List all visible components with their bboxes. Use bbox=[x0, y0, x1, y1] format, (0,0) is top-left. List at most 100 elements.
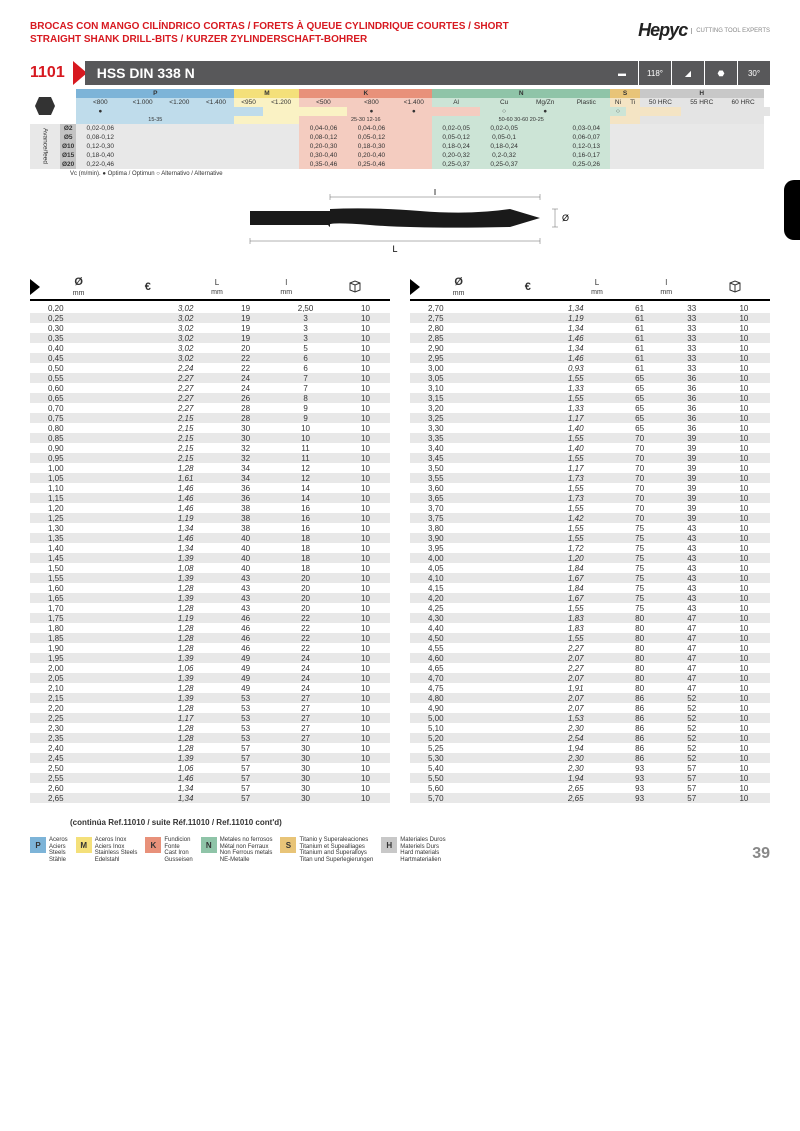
table-row: 0,702,2728910 bbox=[30, 403, 390, 413]
table-row: 1,201,46381610 bbox=[30, 503, 390, 513]
page-title: BROCAS CON MANGO CILÍNDRICO CORTAS / FOR… bbox=[30, 20, 530, 46]
table-row: 5,251,94865210 bbox=[410, 743, 770, 753]
feature-icon: 118° bbox=[639, 61, 671, 85]
table-row: 1,151,46361410 bbox=[30, 493, 390, 503]
product-name: HSS DIN 338 N bbox=[85, 61, 606, 85]
table-row: 5,602,65935710 bbox=[410, 783, 770, 793]
table-row: 3,451,55703910 bbox=[410, 453, 770, 463]
table-row: 1,401,34401810 bbox=[30, 543, 390, 553]
table-row: 2,751,19613310 bbox=[410, 313, 770, 323]
table-row: 0,253,0219310 bbox=[30, 313, 390, 323]
table-row: 5,001,53865210 bbox=[410, 713, 770, 723]
table-row: 2,351,28532710 bbox=[30, 733, 390, 743]
logo-subtitle: CUTTING TOOL EXPERTS bbox=[691, 28, 770, 34]
table-row: 2,601,34573010 bbox=[30, 783, 390, 793]
table-row: 2,551,46573010 bbox=[30, 773, 390, 783]
product-bar: 1101 HSS DIN 338 N ▬ 118° ◢ ⬣ 30° bbox=[30, 61, 770, 85]
table-row: 2,801,34613310 bbox=[410, 323, 770, 333]
table-row: 0,502,2422610 bbox=[30, 363, 390, 373]
table-row: 4,001,20754310 bbox=[410, 553, 770, 563]
table-row: 4,552,27804710 bbox=[410, 643, 770, 653]
legend-item: STitanio y SuperaleacionesTitanium et Su… bbox=[280, 837, 373, 863]
arrow-icon bbox=[30, 279, 40, 295]
table-row: 1,851,28462210 bbox=[30, 633, 390, 643]
table-header: Ømm € Lmm lmm bbox=[30, 276, 390, 301]
table-row: 5,702,65935710 bbox=[410, 793, 770, 803]
table-row: 3,501,17703910 bbox=[410, 463, 770, 473]
table-row: 3,801,55754310 bbox=[410, 523, 770, 533]
dim-l: l bbox=[434, 189, 436, 197]
table-row: 3,301,40653610 bbox=[410, 423, 770, 433]
table-row: 2,451,39573010 bbox=[30, 753, 390, 763]
table-row: 0,453,0222610 bbox=[30, 353, 390, 363]
table-row: 1,251,19381610 bbox=[30, 513, 390, 523]
table-row: 5,102,30865210 bbox=[410, 723, 770, 733]
table-row: 1,701,28432010 bbox=[30, 603, 390, 613]
logo: Hepyc CUTTING TOOL EXPERTS bbox=[638, 20, 770, 41]
table-row: 0,602,2724710 bbox=[30, 383, 390, 393]
table-row: 2,651,34573010 bbox=[30, 793, 390, 803]
material-legend: PAcerosAciersSteelsStähleMAceros InoxAci… bbox=[30, 837, 770, 863]
table-row: 2,851,46613310 bbox=[410, 333, 770, 343]
data-column-right: Ømm € Lmm lmm 2,701,346133102,751,196133… bbox=[410, 276, 770, 803]
table-row: 4,652,27804710 bbox=[410, 663, 770, 673]
table-row: 0,403,0220510 bbox=[30, 343, 390, 353]
table-row: 3,000,93613310 bbox=[410, 363, 770, 373]
table-row: 1,051,61341210 bbox=[30, 473, 390, 483]
legend-item: HMateriales DurosMateriels DursHard mate… bbox=[381, 837, 445, 863]
table-row: 5,402,30935710 bbox=[410, 763, 770, 773]
table-header: Ømm € Lmm lmm bbox=[410, 276, 770, 301]
table-row: 2,301,28532710 bbox=[30, 723, 390, 733]
logo-mark: Hepyc bbox=[638, 20, 687, 41]
materials-note: Vc (m/min). ● Optima / Optimun ○ Alterna… bbox=[70, 171, 770, 177]
table-row: 3,101,33653610 bbox=[410, 383, 770, 393]
table-row: 3,351,55703910 bbox=[410, 433, 770, 443]
table-row: 4,301,83804710 bbox=[410, 613, 770, 623]
table-row: 2,201,28532710 bbox=[30, 703, 390, 713]
table-row: 1,651,39432010 bbox=[30, 593, 390, 603]
table-row: 0,852,15301010 bbox=[30, 433, 390, 443]
table-row: 1,301,34381610 bbox=[30, 523, 390, 533]
table-row: 1,601,28432010 bbox=[30, 583, 390, 593]
table-row: 0,303,0219310 bbox=[30, 323, 390, 333]
table-row: 2,901,34613310 bbox=[410, 343, 770, 353]
table-row: 0,952,15321110 bbox=[30, 453, 390, 463]
table-row: 1,351,46401810 bbox=[30, 533, 390, 543]
table-row: 3,201,33653610 bbox=[410, 403, 770, 413]
feature-icons: ▬ 118° ◢ ⬣ 30° bbox=[606, 61, 770, 85]
table-row: 3,251,17653610 bbox=[410, 413, 770, 423]
table-row: 4,501,55804710 bbox=[410, 633, 770, 643]
page-tab bbox=[784, 180, 800, 240]
pack-icon bbox=[701, 279, 770, 295]
table-row: 2,401,28573010 bbox=[30, 743, 390, 753]
data-table-right: 2,701,346133102,751,196133102,801,346133… bbox=[410, 303, 770, 803]
data-column-left: Ømm € Lmm lmm 0,203,02192,50100,253,0219… bbox=[30, 276, 390, 803]
table-row: 1,801,28462210 bbox=[30, 623, 390, 633]
table-row: 0,353,0219310 bbox=[30, 333, 390, 343]
table-row: 5,202,54865210 bbox=[410, 733, 770, 743]
table-row: 4,802,07865210 bbox=[410, 693, 770, 703]
table-row: 0,752,1528910 bbox=[30, 413, 390, 423]
table-row: 5,302,30865210 bbox=[410, 753, 770, 763]
table-row: 4,902,07865210 bbox=[410, 703, 770, 713]
table-row: 5,501,94935710 bbox=[410, 773, 770, 783]
table-row: 1,451,39401810 bbox=[30, 553, 390, 563]
table-row: 4,201,67754310 bbox=[410, 593, 770, 603]
dim-L: L bbox=[392, 244, 397, 254]
table-row: 0,802,15301010 bbox=[30, 423, 390, 433]
product-code: 1101 bbox=[30, 64, 65, 82]
table-row: 4,151,84754310 bbox=[410, 583, 770, 593]
pack-icon bbox=[321, 279, 390, 295]
table-row: 2,951,46613310 bbox=[410, 353, 770, 363]
table-row: 0,652,2726810 bbox=[30, 393, 390, 403]
table-row: 2,501,06573010 bbox=[30, 763, 390, 773]
feature-icon: ▬ bbox=[606, 61, 638, 85]
table-row: 4,602,07804710 bbox=[410, 653, 770, 663]
table-row: 2,251,17532710 bbox=[30, 713, 390, 723]
table-row: 3,901,55754310 bbox=[410, 533, 770, 543]
table-row: 1,001,28341210 bbox=[30, 463, 390, 473]
table-row: 1,551,39432010 bbox=[30, 573, 390, 583]
table-row: 3,051,55653610 bbox=[410, 373, 770, 383]
table-row: 4,101,67754310 bbox=[410, 573, 770, 583]
dim-d: Ø bbox=[562, 213, 569, 223]
